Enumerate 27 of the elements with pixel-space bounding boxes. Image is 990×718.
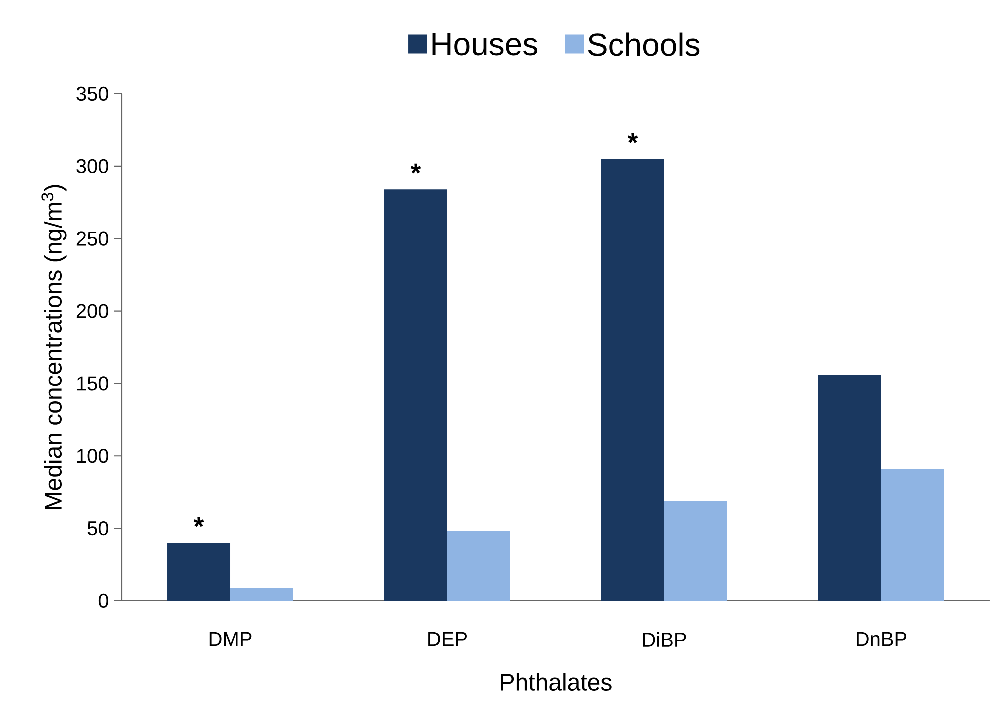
annotation: *: [628, 133, 638, 144]
y-tick-label: 250: [76, 232, 108, 246]
y-tick-label: 300: [76, 159, 108, 174]
x-tick-label: DMP: [210, 632, 252, 646]
bar: [168, 543, 231, 601]
y-tick-label: 150: [77, 376, 108, 391]
annotation: *: [410, 164, 422, 174]
bar: [601, 159, 664, 601]
bar: [448, 531, 510, 601]
y-tick-label: 100: [77, 449, 108, 464]
annotation: *: [194, 517, 204, 528]
legend-label: Houses: [432, 33, 538, 56]
y-axis-title: Median concentrations (ng/m$^{3}$): [42, 185, 67, 510]
y-tick-label: 350: [76, 86, 108, 102]
x-tick-label: DnBP: [857, 632, 907, 646]
y-tick-label: 0: [98, 594, 109, 608]
bar: [881, 469, 944, 601]
bar: [384, 190, 448, 601]
x-tick-label: DEP: [428, 632, 467, 646]
bar: [664, 501, 728, 601]
x-axis-title: Phthalates: [501, 673, 612, 691]
legend-label: Schools: [588, 32, 700, 56]
bar: [818, 375, 882, 601]
x-tick-label: DiBP: [643, 632, 686, 647]
y-tick-label: 200: [76, 304, 108, 318]
bar: [230, 588, 294, 601]
y-tick-label: 50: [88, 521, 108, 536]
